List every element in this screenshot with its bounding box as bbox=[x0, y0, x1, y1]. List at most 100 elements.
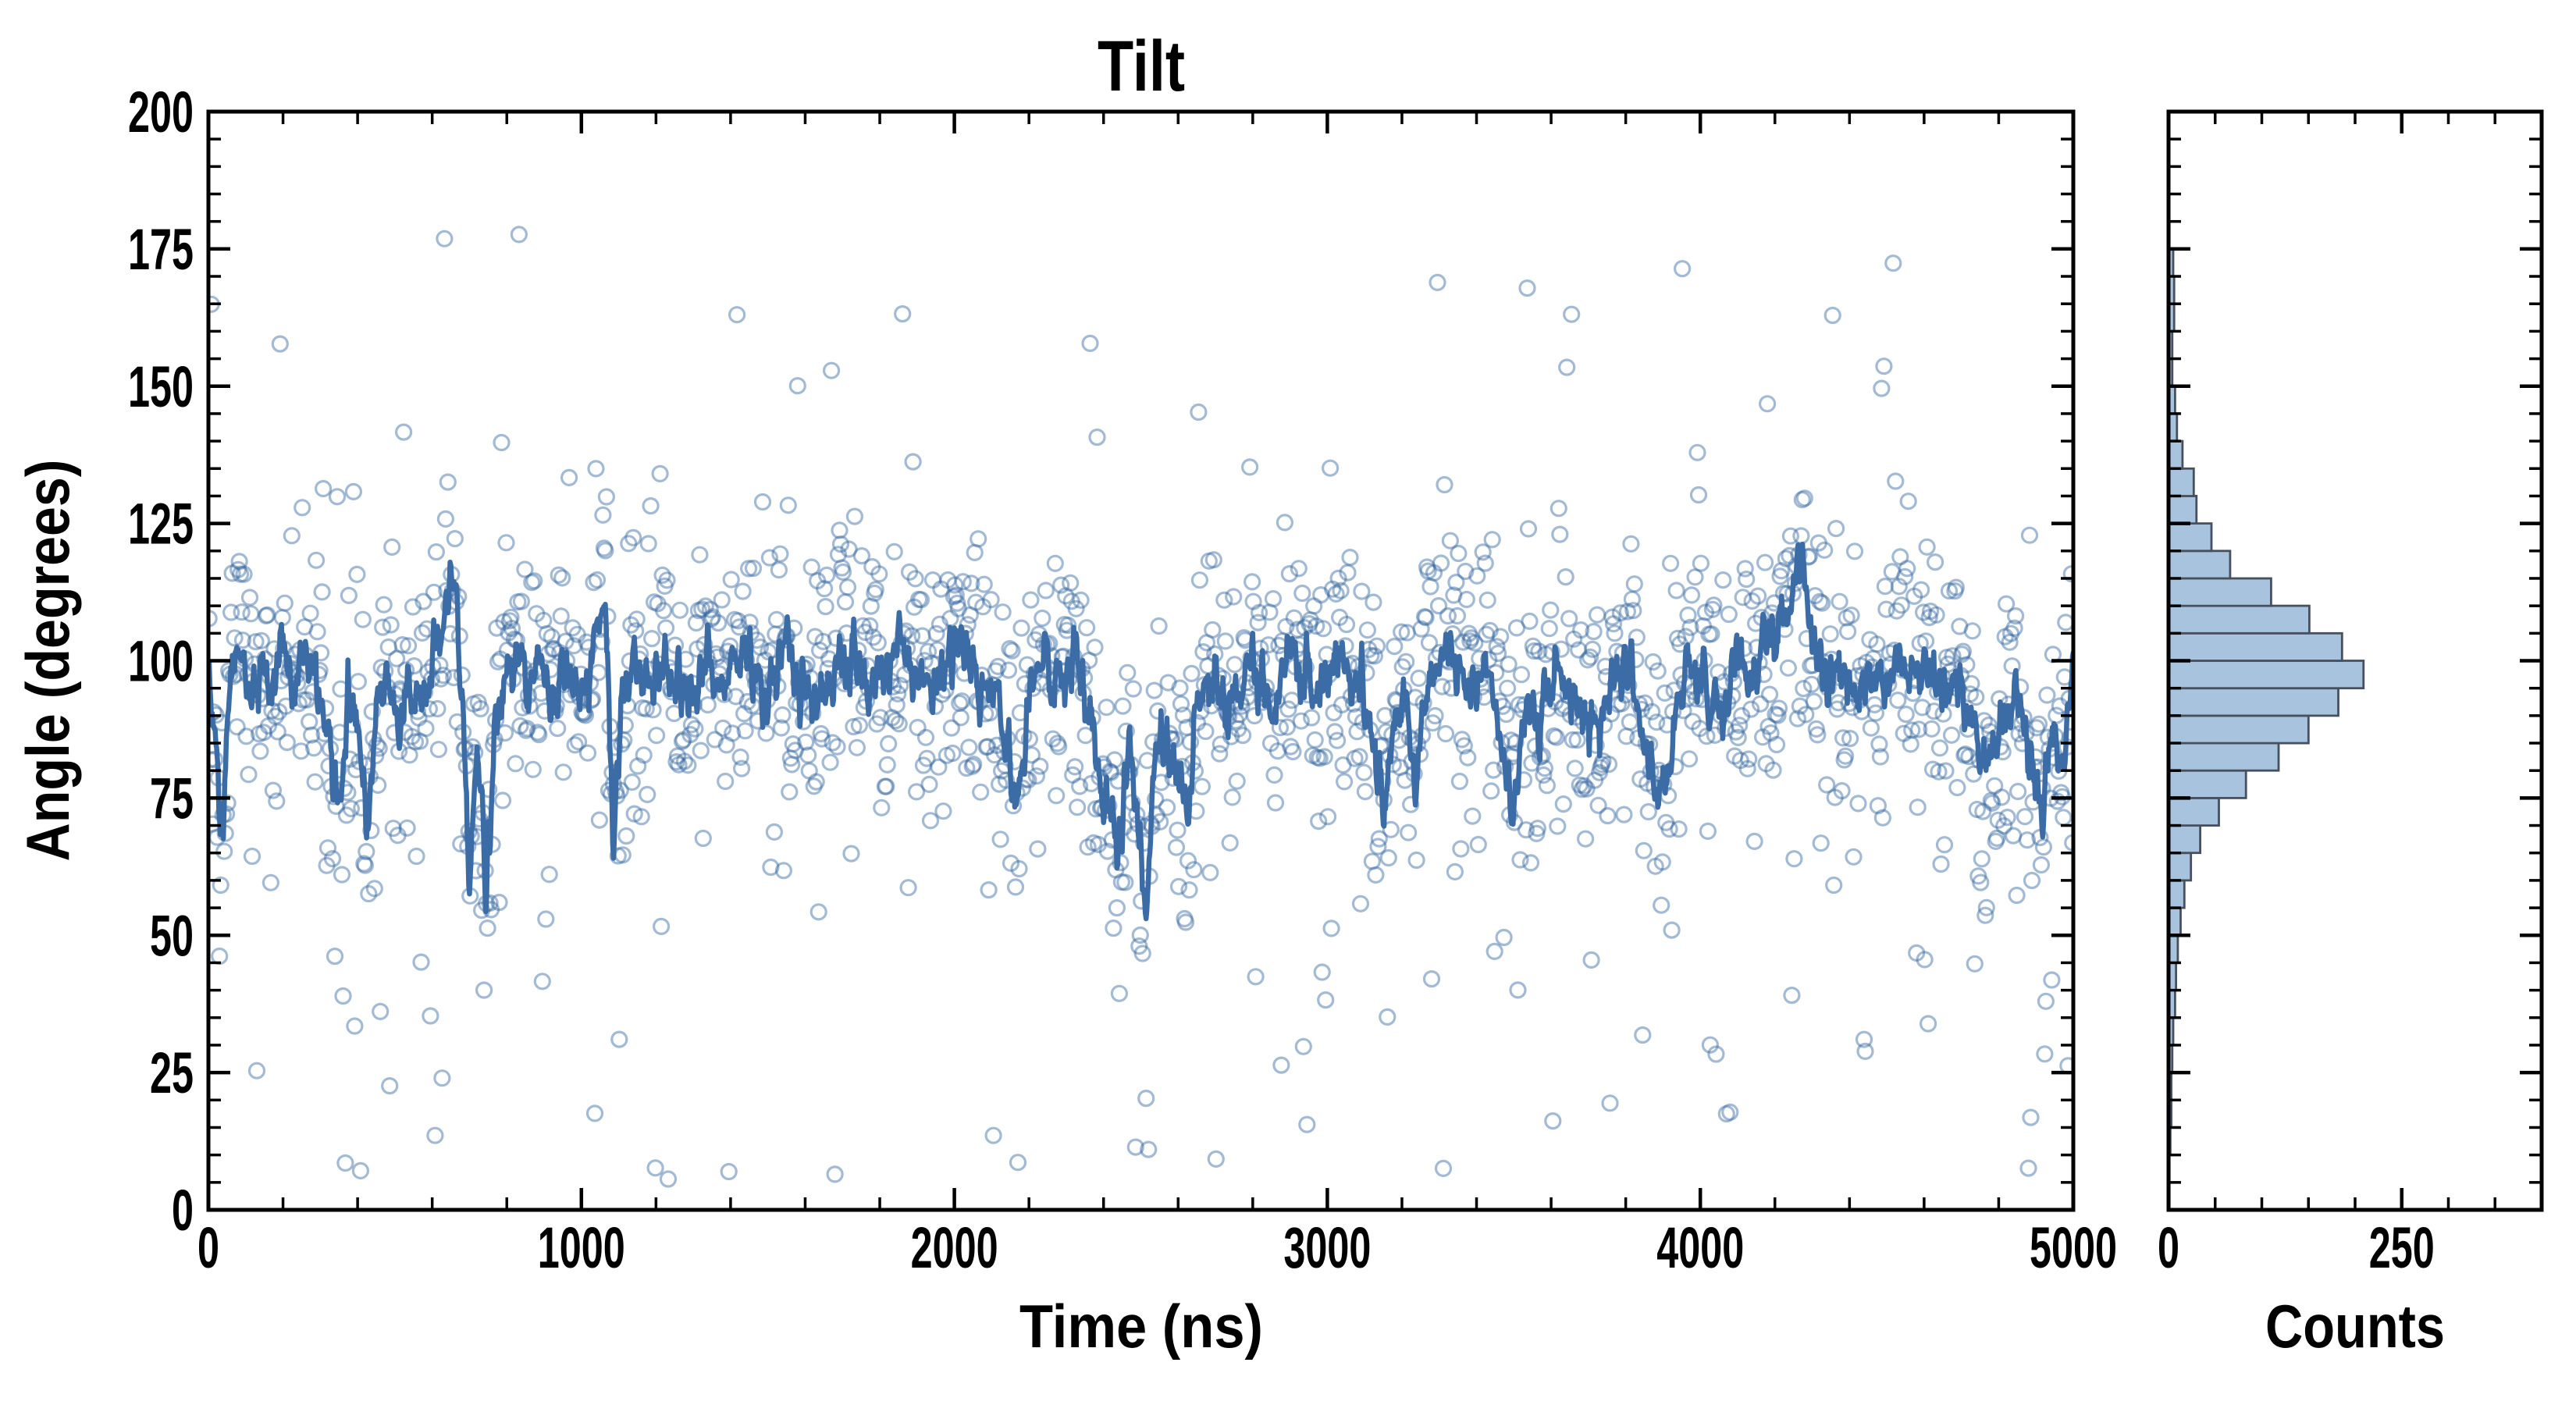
scatter-point bbox=[1059, 616, 1077, 635]
scatter-point bbox=[1034, 609, 1051, 628]
scatter-point bbox=[400, 746, 418, 764]
hist-x-tick-label: 250 bbox=[2369, 1215, 2435, 1280]
scatter-point bbox=[518, 720, 536, 738]
scatter-point bbox=[1585, 771, 1604, 789]
scatter-point bbox=[278, 733, 296, 752]
scatter-point bbox=[1180, 881, 1198, 899]
scatter-point bbox=[670, 756, 688, 774]
scatter-point bbox=[753, 493, 772, 511]
scatter-point bbox=[394, 423, 413, 441]
scatter-point bbox=[564, 637, 583, 655]
scatter-point bbox=[1249, 614, 1267, 631]
scatter-point bbox=[687, 614, 706, 632]
scatter-point bbox=[1012, 619, 1030, 637]
scatter-point bbox=[1558, 358, 1576, 376]
hist-x-axis-label: Counts bbox=[2265, 1292, 2445, 1361]
scatter-point bbox=[268, 792, 286, 810]
scatter-point bbox=[490, 893, 508, 912]
scatter-point bbox=[1889, 691, 1907, 710]
scatter-point bbox=[999, 661, 1018, 679]
scatter-point bbox=[574, 705, 592, 723]
scatter-point bbox=[1330, 608, 1349, 627]
scatter-point bbox=[1528, 824, 1546, 843]
scatter-point bbox=[1530, 642, 1548, 660]
scatter-point bbox=[553, 569, 571, 587]
scatter-point bbox=[1172, 695, 1190, 713]
hist-bar bbox=[2169, 714, 2310, 745]
scatter-point bbox=[812, 724, 830, 743]
scatter-point bbox=[651, 464, 669, 483]
scatter-point bbox=[814, 632, 832, 651]
scatter-point bbox=[230, 553, 248, 571]
scatter-point bbox=[673, 732, 692, 750]
scatter-points-group bbox=[208, 226, 2073, 1188]
y-tick-label: 175 bbox=[128, 217, 194, 282]
scatter-point bbox=[1604, 615, 1623, 633]
scatter-point bbox=[1566, 759, 1584, 777]
scatter-point bbox=[1158, 799, 1176, 816]
scatter-point bbox=[502, 608, 520, 626]
scatter-point bbox=[970, 530, 987, 548]
scatter-point bbox=[1429, 596, 1448, 615]
scatter-point bbox=[757, 724, 775, 742]
scatter-point bbox=[342, 799, 360, 818]
scatter-point bbox=[1243, 573, 1261, 591]
scatter-point bbox=[1137, 1089, 1155, 1108]
scatter-point bbox=[703, 610, 720, 628]
scatter-point bbox=[994, 603, 1012, 621]
scatter-point bbox=[1124, 680, 1142, 698]
scatter-point bbox=[233, 603, 251, 621]
scatter-point bbox=[1450, 544, 1468, 563]
scatter-point bbox=[1027, 767, 1046, 785]
scatter-point bbox=[720, 1162, 738, 1181]
scatter-point bbox=[589, 663, 607, 681]
scatter-point bbox=[944, 744, 962, 763]
scatter-point bbox=[1489, 644, 1507, 663]
scatter-point bbox=[762, 858, 780, 877]
scatter-point bbox=[258, 606, 276, 624]
scatter-point bbox=[923, 571, 942, 589]
scatter-point bbox=[1615, 806, 1633, 823]
scatter-point bbox=[1268, 742, 1287, 760]
scatter-point bbox=[1300, 614, 1318, 633]
scatter-point bbox=[1289, 621, 1307, 638]
scatter-point bbox=[1935, 836, 1954, 854]
scatter-point bbox=[1084, 834, 1103, 852]
scatter-point bbox=[493, 791, 512, 809]
scatter-point bbox=[429, 741, 448, 759]
chart-title: Tilt bbox=[1098, 27, 1185, 106]
scatter-point bbox=[596, 542, 614, 560]
y-tick-label: 200 bbox=[128, 80, 194, 144]
scatter-point bbox=[1334, 756, 1352, 774]
scatter-point bbox=[1318, 808, 1337, 826]
scatter-point bbox=[1578, 780, 1596, 798]
scatter-point bbox=[575, 703, 593, 722]
scatter-point bbox=[1422, 969, 1441, 988]
scatter-point bbox=[1410, 669, 1428, 688]
scatter-point bbox=[1535, 766, 1553, 784]
scatter-point bbox=[1068, 799, 1087, 816]
scatter-point bbox=[1303, 709, 1321, 727]
scatter-point bbox=[862, 597, 880, 615]
scatter-point bbox=[2023, 871, 2041, 890]
scatter-point bbox=[1298, 1115, 1316, 1133]
scatter-point bbox=[1133, 944, 1151, 962]
scatter-point bbox=[1351, 895, 1370, 912]
scatter-point bbox=[828, 738, 846, 756]
scatter-point bbox=[510, 226, 528, 244]
scatter-point bbox=[654, 602, 673, 620]
scatter-point bbox=[1544, 1112, 1562, 1130]
scatter-point bbox=[1190, 403, 1208, 422]
scatter-point bbox=[856, 623, 874, 642]
scatter-point bbox=[306, 773, 324, 791]
scatter-point bbox=[1346, 749, 1364, 767]
scatter-point bbox=[1397, 653, 1415, 670]
scatter-point bbox=[1077, 619, 1096, 637]
scatter-point bbox=[569, 733, 588, 751]
scatter-point bbox=[543, 628, 560, 646]
scatter-point bbox=[1250, 603, 1268, 622]
scatter-point bbox=[560, 468, 578, 487]
scatter-point bbox=[525, 572, 543, 590]
scatter-point bbox=[1689, 486, 1708, 504]
scatter-point bbox=[1353, 582, 1371, 600]
